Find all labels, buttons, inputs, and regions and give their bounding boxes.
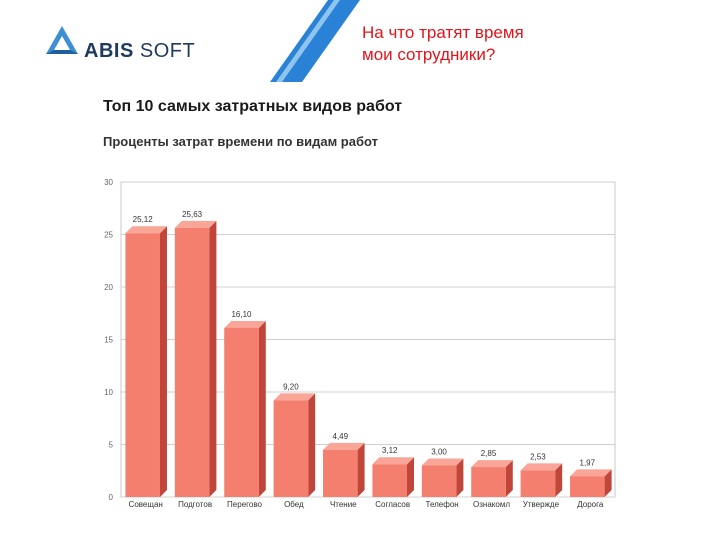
decorative-stripe	[270, 0, 360, 82]
bar-side	[406, 457, 414, 497]
bar-side	[456, 458, 464, 497]
bar	[520, 470, 556, 497]
data-label: 2,85	[481, 449, 497, 458]
bar	[224, 327, 259, 497]
chart-title: Топ 10 самых затратных видов работ	[103, 98, 403, 115]
x-tick-label: Ознакомл	[473, 500, 510, 509]
y-tick-label: 5	[109, 441, 114, 450]
y-tick-label: 20	[104, 283, 113, 292]
bar-top	[125, 226, 167, 234]
y-tick-label: 0	[109, 493, 114, 502]
bar-top	[323, 442, 365, 450]
y-tick-label: 25	[104, 231, 113, 240]
logo-text: ABIS SOFT	[84, 40, 196, 62]
y-tick-label: 30	[104, 178, 113, 187]
x-tick-label: Дорога	[577, 500, 604, 509]
data-label: 25,12	[133, 215, 154, 224]
data-label: 3,00	[431, 448, 447, 457]
x-tick-label: Согласов	[375, 500, 410, 509]
bar-side	[308, 393, 316, 497]
bar-side	[604, 469, 612, 497]
bar	[471, 467, 506, 497]
abis-triangle-icon	[46, 26, 78, 54]
bar	[570, 476, 605, 497]
data-label: 3,12	[382, 446, 398, 455]
bar-side	[357, 442, 365, 497]
slide-title: На что тратят время мои сотрудники?	[362, 23, 524, 64]
x-tick-label: Утвержде	[523, 500, 560, 509]
data-label: 1,97	[580, 458, 596, 467]
data-label: 25,63	[182, 210, 203, 219]
bar	[421, 465, 457, 497]
chart: Топ 10 самых затратных видов работ Проце…	[95, 90, 625, 520]
y-tick-label: 10	[104, 388, 113, 397]
company-logo: ABIS SOFT	[44, 24, 204, 68]
bar-top	[174, 220, 217, 228]
bar-top	[570, 469, 612, 477]
bar	[372, 464, 407, 497]
data-label: 2,53	[530, 452, 546, 461]
bar-side	[555, 463, 563, 497]
bar-side	[258, 320, 266, 497]
bar-top	[520, 463, 563, 471]
x-tick-label: Чтение	[330, 500, 357, 509]
chart-subtitle: Проценты затрат времени по видам работ	[103, 134, 378, 149]
x-tick-label: Обед	[284, 500, 304, 509]
x-tick-label: Перегово	[227, 500, 262, 509]
bar-top	[224, 320, 266, 328]
bar-chart-svg: 0 5 10 15 20 25 30 25,12 Совещан 25,63 Подготов 16,…	[104, 178, 616, 509]
x-tick-label: Подготов	[178, 500, 212, 509]
bar-top	[471, 460, 513, 468]
bar-side	[209, 220, 217, 497]
y-tick-label: 15	[104, 336, 113, 345]
bar-top	[421, 458, 464, 466]
data-label: 16,10	[231, 310, 252, 319]
bar	[125, 233, 160, 498]
bar	[174, 227, 210, 497]
bar-side	[505, 460, 513, 497]
bar	[273, 400, 309, 497]
x-tick-label: Совещан	[129, 500, 163, 509]
x-tick-label: Телефон	[426, 500, 459, 509]
bar-top	[273, 393, 316, 401]
bar-top	[372, 457, 414, 465]
bar-side	[159, 226, 167, 498]
data-label: 9,20	[283, 382, 299, 391]
bar	[323, 449, 358, 497]
data-label: 4,49	[333, 432, 349, 441]
